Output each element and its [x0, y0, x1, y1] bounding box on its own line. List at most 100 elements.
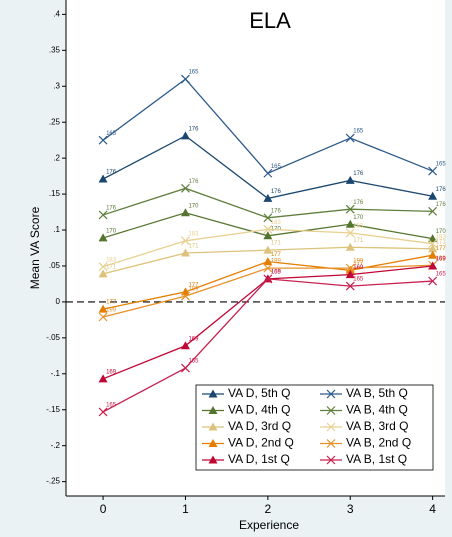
marker [345, 133, 355, 143]
legend-label: VA D, 4th Q [228, 403, 290, 417]
legend-label: VA D, 1st Q [228, 452, 290, 466]
marker [180, 248, 190, 257]
point-label: 169 [353, 265, 364, 271]
y-tick-label: -.2 [51, 441, 61, 450]
marker-stroke [326, 406, 336, 415]
y-tick-label: .4 [53, 9, 60, 18]
marker [326, 389, 336, 399]
marker [263, 193, 273, 202]
marker [345, 281, 355, 291]
point-label: 171 [436, 239, 447, 245]
point-label: 165 [436, 162, 447, 168]
marker-stroke [345, 263, 355, 273]
point-label: 165 [271, 164, 282, 170]
y-tick-label: .25 [49, 117, 61, 126]
marker [98, 210, 108, 220]
legend-label: VA B, 2nd Q [346, 436, 411, 450]
marker-stroke [326, 422, 336, 432]
point-label: 199 [106, 308, 117, 314]
marker-stroke [345, 133, 355, 143]
point-label: 183 [188, 231, 199, 237]
point-label: 170 [353, 215, 364, 221]
point-label: 170 [188, 203, 199, 209]
point-label: 165 [271, 269, 282, 275]
marker [326, 406, 336, 415]
marker [263, 213, 273, 223]
point-label: 177 [353, 261, 364, 267]
y-axis-label: Mean VA Score [28, 206, 42, 289]
marker-stroke [263, 224, 273, 234]
marker [98, 174, 108, 183]
point-label: 176 [106, 170, 117, 176]
marker [428, 234, 438, 243]
legend-label: VA D, 5th Q [228, 386, 290, 400]
point-label: 183 [106, 257, 117, 263]
marker-stroke [181, 183, 190, 193]
marker [263, 274, 273, 284]
point-label: 183 [271, 220, 282, 226]
point-label: 165 [436, 272, 447, 278]
point-label: 183 [436, 234, 447, 240]
marker [98, 262, 108, 272]
marker [263, 257, 273, 266]
point-label: 165 [353, 129, 364, 135]
marker [345, 265, 355, 274]
marker [428, 250, 438, 259]
x-tick-label: 1 [182, 502, 189, 516]
marker [263, 263, 273, 273]
point-label: 165 [353, 277, 364, 283]
marker-stroke [326, 439, 336, 448]
y-tick-label: -.15 [46, 405, 60, 414]
point-label: 177 [436, 246, 447, 252]
marker-stroke [98, 210, 108, 220]
marker [208, 439, 218, 447]
point-label: 171 [188, 244, 199, 250]
legend-box [195, 384, 434, 471]
y-tick-label: .1 [53, 225, 60, 234]
point-label: 176 [436, 187, 447, 193]
marker [98, 407, 108, 417]
point-label: 177 [106, 300, 117, 306]
x-tick-label: 2 [265, 502, 272, 516]
marker [98, 135, 108, 145]
marker [428, 244, 438, 253]
marker [263, 168, 273, 178]
marker [181, 363, 190, 373]
marker [98, 233, 108, 242]
marker [263, 245, 273, 254]
marker [263, 231, 273, 240]
marker [263, 224, 273, 234]
legend-label: VA B, 3rd Q [346, 419, 408, 433]
marker [345, 270, 355, 279]
y-tick-label: .3 [53, 81, 60, 90]
marker [181, 236, 190, 246]
point-label: 199 [436, 256, 447, 262]
marker-stroke [263, 213, 273, 223]
marker [208, 389, 218, 398]
point-label: 183 [353, 223, 364, 229]
marker-stroke [263, 168, 273, 178]
marker [326, 455, 336, 465]
marker [208, 422, 218, 431]
marker-stroke [345, 281, 355, 291]
marker [428, 206, 438, 216]
marker-stroke [345, 228, 355, 238]
point-label: 169 [436, 257, 447, 263]
point-label: 177 [188, 282, 199, 288]
point-label: 176 [188, 126, 199, 132]
point-label: 165 [188, 70, 199, 76]
y-tick-label: .2 [53, 153, 60, 162]
y-tick-label: .35 [49, 45, 61, 54]
marker [98, 304, 108, 313]
marker [180, 208, 190, 217]
chart-title: ELA [249, 8, 291, 33]
y-tick-label: -.1 [51, 369, 61, 378]
marker-stroke [98, 262, 108, 272]
marker [345, 175, 355, 184]
point-label: 165 [106, 131, 117, 137]
marker-stroke [263, 274, 273, 284]
marker-stroke [428, 206, 438, 216]
marker-stroke [428, 166, 438, 176]
point-label: 176 [271, 208, 282, 214]
point-label: 165 [188, 359, 199, 365]
